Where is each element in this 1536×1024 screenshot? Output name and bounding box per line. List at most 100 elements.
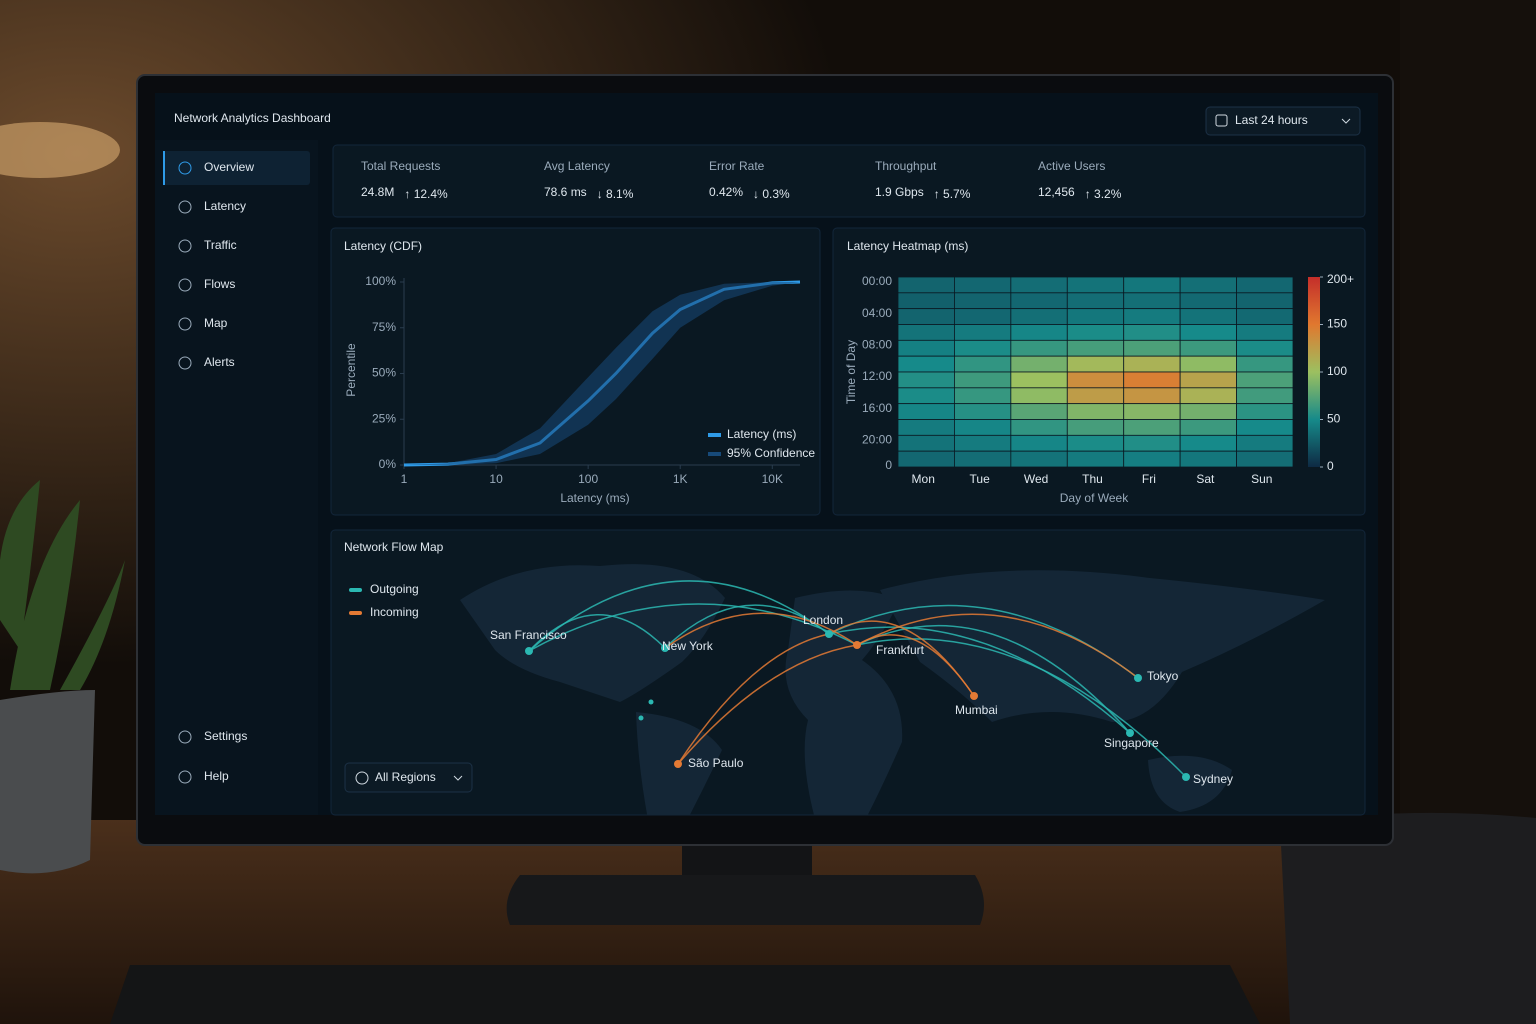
kpi-value: 24.8M: [361, 185, 394, 199]
heatmap-cell: [897, 371, 955, 389]
legend-label: Latency (ms): [727, 427, 796, 441]
heatmap-cell: [1123, 371, 1181, 389]
colorbar-label: 0: [1327, 459, 1334, 473]
y-tick-label: 100%: [365, 274, 396, 288]
kpi-label: Active Users: [1038, 159, 1105, 173]
heatmap-cell: [1179, 292, 1237, 310]
heatmap-cell: [1123, 324, 1181, 341]
heatmap-cell: [897, 387, 955, 405]
legend-swatch: [708, 452, 721, 456]
heatmap-cell: [954, 339, 1012, 357]
flow-arc: [528, 603, 858, 652]
kpi-label: Error Rate: [709, 159, 765, 173]
colorbar-label: 50: [1327, 412, 1341, 426]
heatmap-cell: [1179, 387, 1237, 405]
kpi-panel: [332, 144, 1366, 218]
heatmap-cell: [954, 355, 1012, 373]
heatmap-cell: [954, 276, 1012, 294]
heatmap-cell: [1066, 371, 1125, 389]
nav-item[interactable]: Latency: [204, 199, 246, 213]
nav-icon: [178, 730, 192, 744]
heatmap-cell: [897, 308, 955, 325]
legend-swatch: [349, 611, 362, 615]
nav-item[interactable]: Overview: [204, 160, 254, 174]
keyboard: [110, 965, 1260, 1024]
heatmap-cell: [1010, 308, 1068, 325]
heatmap-cell: [1179, 419, 1237, 436]
heatmap-cell: [1179, 434, 1237, 452]
heatmap-cell: [954, 450, 1012, 468]
nav-item[interactable]: Settings: [204, 729, 247, 743]
heatmap-cell: [897, 434, 955, 452]
kpi-label: Throughput: [875, 159, 937, 173]
heatmap-cell: [1179, 355, 1237, 373]
plant-leaves: [0, 480, 125, 690]
city-node: [970, 692, 978, 700]
legend-label: 95% Confidence: [727, 446, 815, 460]
heatmap-cell: [1179, 450, 1237, 468]
kpi-change: ↓ 0.3%: [753, 187, 790, 201]
x-tick-label: Thu: [1082, 472, 1103, 486]
heatmap-cell: [954, 371, 1012, 389]
chevron: [453, 775, 463, 781]
heatmap-cell: [1123, 276, 1181, 294]
plant-pot: [0, 690, 95, 874]
heatmap-cell: [1236, 371, 1294, 389]
heatmap-cell: [897, 450, 955, 468]
range-dropdown[interactable]: [1205, 106, 1361, 136]
heatmap-cell: [954, 419, 1012, 436]
city-node: [674, 760, 682, 768]
y-tick-label: 12:00: [862, 369, 892, 383]
heatmap-cell: [1236, 339, 1294, 357]
kpi-label: Total Requests: [361, 159, 440, 173]
heatmap-cell: [897, 324, 955, 341]
australia: [1148, 755, 1232, 812]
flow-arc: [528, 614, 666, 652]
x-tick-label: 1: [401, 472, 408, 486]
europe-africa: [785, 590, 903, 815]
nav-icon: [178, 356, 192, 370]
y-tick-label: 04:00: [862, 306, 892, 320]
heatmap-cell: [1236, 324, 1294, 341]
heatmap-cell: [1066, 276, 1125, 294]
heatmap-cell: [1010, 403, 1068, 420]
heatmap-cell: [1066, 355, 1125, 373]
heatmap-cell: [897, 419, 955, 436]
range-label[interactable]: Last 24 hours: [1235, 113, 1308, 127]
colorbar: [1308, 277, 1320, 467]
globe-icon: [355, 771, 369, 785]
heatmap-cell: [1066, 450, 1125, 468]
nav-item[interactable]: Help: [204, 769, 229, 783]
region-dropdown[interactable]: [344, 762, 473, 793]
flow-arc: [856, 638, 1187, 778]
nav-item[interactable]: Traffic: [204, 238, 237, 252]
nav-icon: [178, 317, 192, 331]
heatmap-cell: [954, 324, 1012, 341]
heatmap-cell: [1010, 434, 1068, 452]
heatmap-cell: [1066, 292, 1125, 310]
nav-item[interactable]: Alerts: [204, 355, 235, 369]
heatmap-cell: [897, 339, 955, 357]
map-node: [648, 699, 654, 705]
heatmap-cell: [954, 308, 1012, 325]
colorbar-label: 100: [1327, 364, 1347, 378]
nav-item[interactable]: Flows: [204, 277, 235, 291]
heatmap-cell: [1010, 419, 1068, 436]
city-node: [825, 630, 833, 638]
x-tick-label: 100: [578, 472, 598, 486]
x-tick-label: Mon: [912, 472, 935, 486]
nav-item[interactable]: Map: [204, 316, 228, 330]
heatmap-cell: [1236, 292, 1294, 310]
legend-swatch: [349, 588, 362, 592]
kpi-value: 1.9 Gbps: [875, 185, 924, 199]
heatmap-cell: [1066, 324, 1125, 341]
lamp-light: [0, 122, 120, 178]
heatmap-cell: [1123, 339, 1181, 357]
city-node: [1182, 773, 1190, 781]
heatmap-cell: [1236, 276, 1294, 294]
region-label[interactable]: All Regions: [375, 770, 436, 784]
city-node: [1126, 729, 1134, 737]
heatmap-cell: [897, 355, 955, 373]
